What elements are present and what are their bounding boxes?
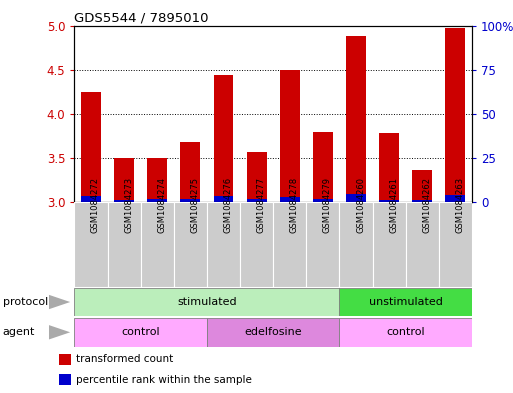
Bar [59, 374, 71, 385]
Bar [346, 195, 366, 202]
Text: GSM1084272: GSM1084272 [91, 177, 100, 233]
Bar [247, 152, 267, 202]
Bar [346, 36, 366, 202]
Text: GSM1084279: GSM1084279 [323, 177, 332, 233]
Text: GSM1084263: GSM1084263 [456, 177, 464, 233]
Bar [74, 202, 108, 287]
Bar [207, 318, 340, 347]
Bar [280, 197, 300, 202]
Bar [306, 202, 340, 287]
Bar [213, 196, 233, 202]
Bar [181, 142, 200, 202]
Bar [81, 92, 101, 202]
Bar [247, 199, 267, 202]
Bar [412, 170, 432, 202]
Bar [340, 318, 472, 347]
Bar [74, 318, 207, 347]
Bar [213, 75, 233, 202]
Bar [174, 202, 207, 287]
Bar [74, 288, 340, 316]
Text: GSM1084261: GSM1084261 [389, 177, 398, 233]
Text: GSM1084275: GSM1084275 [190, 177, 200, 233]
Bar [207, 202, 240, 287]
Bar [445, 195, 465, 202]
Bar [147, 199, 167, 202]
Bar [372, 202, 406, 287]
Text: transformed count: transformed count [76, 354, 173, 364]
Bar [81, 196, 101, 202]
Text: GSM1084276: GSM1084276 [224, 177, 232, 233]
Bar [59, 354, 71, 365]
Bar [340, 202, 372, 287]
Text: GSM1084273: GSM1084273 [124, 177, 133, 233]
Bar [340, 288, 472, 316]
Bar [114, 200, 134, 202]
Bar [114, 158, 134, 202]
Bar [379, 200, 399, 202]
Bar [273, 202, 306, 287]
Text: GDS5544 / 7895010: GDS5544 / 7895010 [74, 11, 209, 24]
Bar [240, 202, 273, 287]
Bar [181, 199, 200, 202]
Text: GSM1084262: GSM1084262 [422, 177, 431, 233]
Text: GSM1084260: GSM1084260 [356, 177, 365, 233]
Text: edelfosine: edelfosine [244, 327, 302, 337]
Bar [313, 132, 333, 202]
Bar [445, 28, 465, 202]
Text: stimulated: stimulated [177, 297, 236, 307]
Bar [406, 202, 439, 287]
Bar [313, 199, 333, 202]
Polygon shape [49, 295, 70, 309]
Text: control: control [122, 327, 160, 337]
Text: protocol: protocol [3, 297, 48, 307]
Bar [108, 202, 141, 287]
Text: unstimulated: unstimulated [369, 297, 443, 307]
Text: control: control [386, 327, 425, 337]
Text: percentile rank within the sample: percentile rank within the sample [76, 375, 252, 385]
Bar [141, 202, 174, 287]
Text: GSM1084277: GSM1084277 [256, 177, 266, 233]
Text: agent: agent [3, 327, 35, 337]
Text: GSM1084274: GSM1084274 [157, 177, 166, 233]
Bar [147, 158, 167, 202]
Text: GSM1084278: GSM1084278 [290, 177, 299, 233]
Bar [379, 133, 399, 202]
Polygon shape [49, 325, 70, 340]
Bar [439, 202, 472, 287]
Bar [280, 70, 300, 202]
Bar [412, 200, 432, 202]
